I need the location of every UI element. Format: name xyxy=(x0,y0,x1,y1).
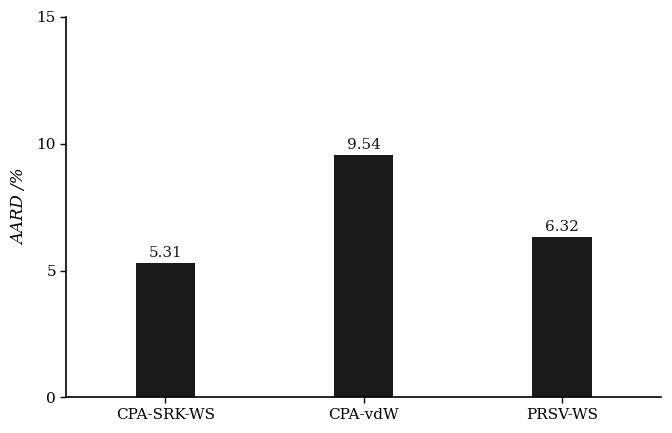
Y-axis label: AARD /%: AARD /% xyxy=(11,169,28,245)
Bar xyxy=(136,263,195,397)
Text: 6.32: 6.32 xyxy=(545,220,579,234)
Text: 5.31: 5.31 xyxy=(149,246,182,260)
Text: 9.54: 9.54 xyxy=(347,138,380,152)
Bar xyxy=(334,155,393,397)
Bar xyxy=(532,237,591,397)
